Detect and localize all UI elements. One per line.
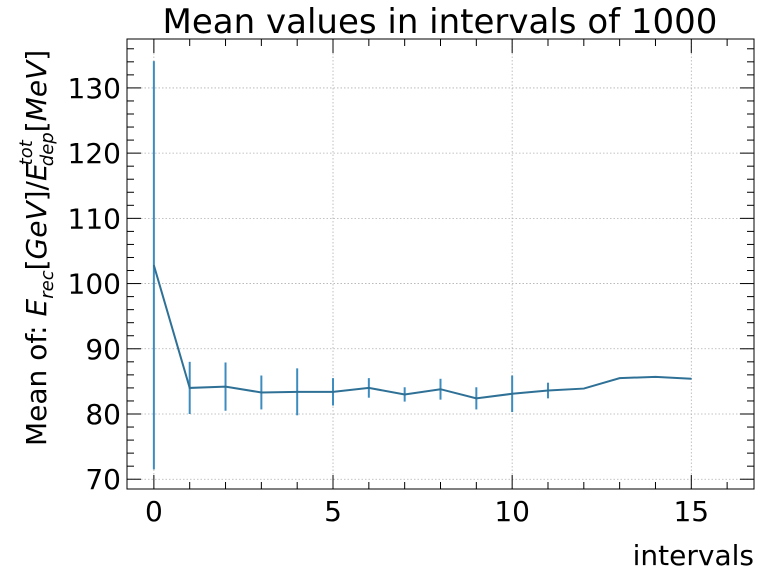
data-point <box>690 378 692 380</box>
data-point <box>153 264 155 266</box>
data-point <box>332 391 334 393</box>
y-tick-label: 70 <box>85 463 121 496</box>
data-point <box>547 389 549 392</box>
x-tick-label: 10 <box>494 495 530 528</box>
data-point <box>368 387 370 389</box>
data-point <box>583 387 585 390</box>
data-point <box>619 377 621 379</box>
y-tick-label: 100 <box>68 268 121 301</box>
plot-data <box>152 61 692 470</box>
x-axis-label: intervals <box>633 539 754 572</box>
data-point <box>404 393 406 396</box>
data-point <box>511 393 513 395</box>
data-point <box>654 376 657 378</box>
y-axis-label-prefix: Mean of: <box>20 316 53 446</box>
data-point <box>296 391 298 393</box>
y-tick-label: 110 <box>68 202 121 235</box>
data-point <box>224 386 227 388</box>
x-tick-label: 0 <box>145 495 163 528</box>
y-tick-label: 120 <box>68 137 121 170</box>
y-tick-label: 80 <box>85 398 121 431</box>
tick-labels: 0 5 10 15 70 80 90 100 110 120 130 <box>68 72 710 528</box>
plot-frame <box>126 38 755 490</box>
y-tick-label: 130 <box>68 72 121 105</box>
data-point <box>439 388 442 390</box>
chart-title: Mean values in intervals of 1000 <box>163 2 718 42</box>
grid-lines <box>127 39 754 489</box>
x-tick-label: 15 <box>673 495 709 528</box>
ticks <box>127 39 754 489</box>
y-axis-label: Mean of: Erec[GeV]/Etotdep[MeV] <box>16 50 58 446</box>
y-tick-label: 90 <box>85 333 121 366</box>
data-point <box>260 391 262 394</box>
data-point <box>475 397 477 399</box>
x-tick-label: 5 <box>324 495 342 528</box>
series-line <box>152 265 692 400</box>
data-point <box>189 387 191 389</box>
